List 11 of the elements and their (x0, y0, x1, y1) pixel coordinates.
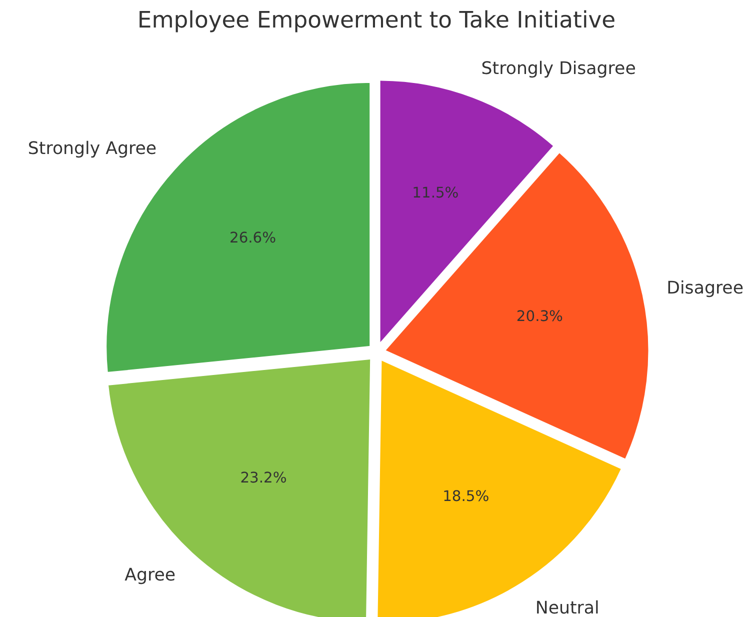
slice-label: Strongly Agree (28, 138, 157, 159)
data-label: 18.5% (442, 488, 490, 505)
slice-label: Disagree (666, 278, 744, 299)
slice-label: Neutral (535, 598, 600, 617)
data-label: 20.3% (516, 308, 564, 326)
slice-label: Agree (124, 565, 176, 586)
data-label: 26.6% (229, 229, 276, 246)
chart-title: Employee Empowerment to Take Initiative (137, 8, 616, 34)
data-label: 23.2% (240, 469, 287, 486)
slice-label: Strongly Disagree (481, 58, 636, 79)
data-label: 11.5% (412, 184, 459, 202)
